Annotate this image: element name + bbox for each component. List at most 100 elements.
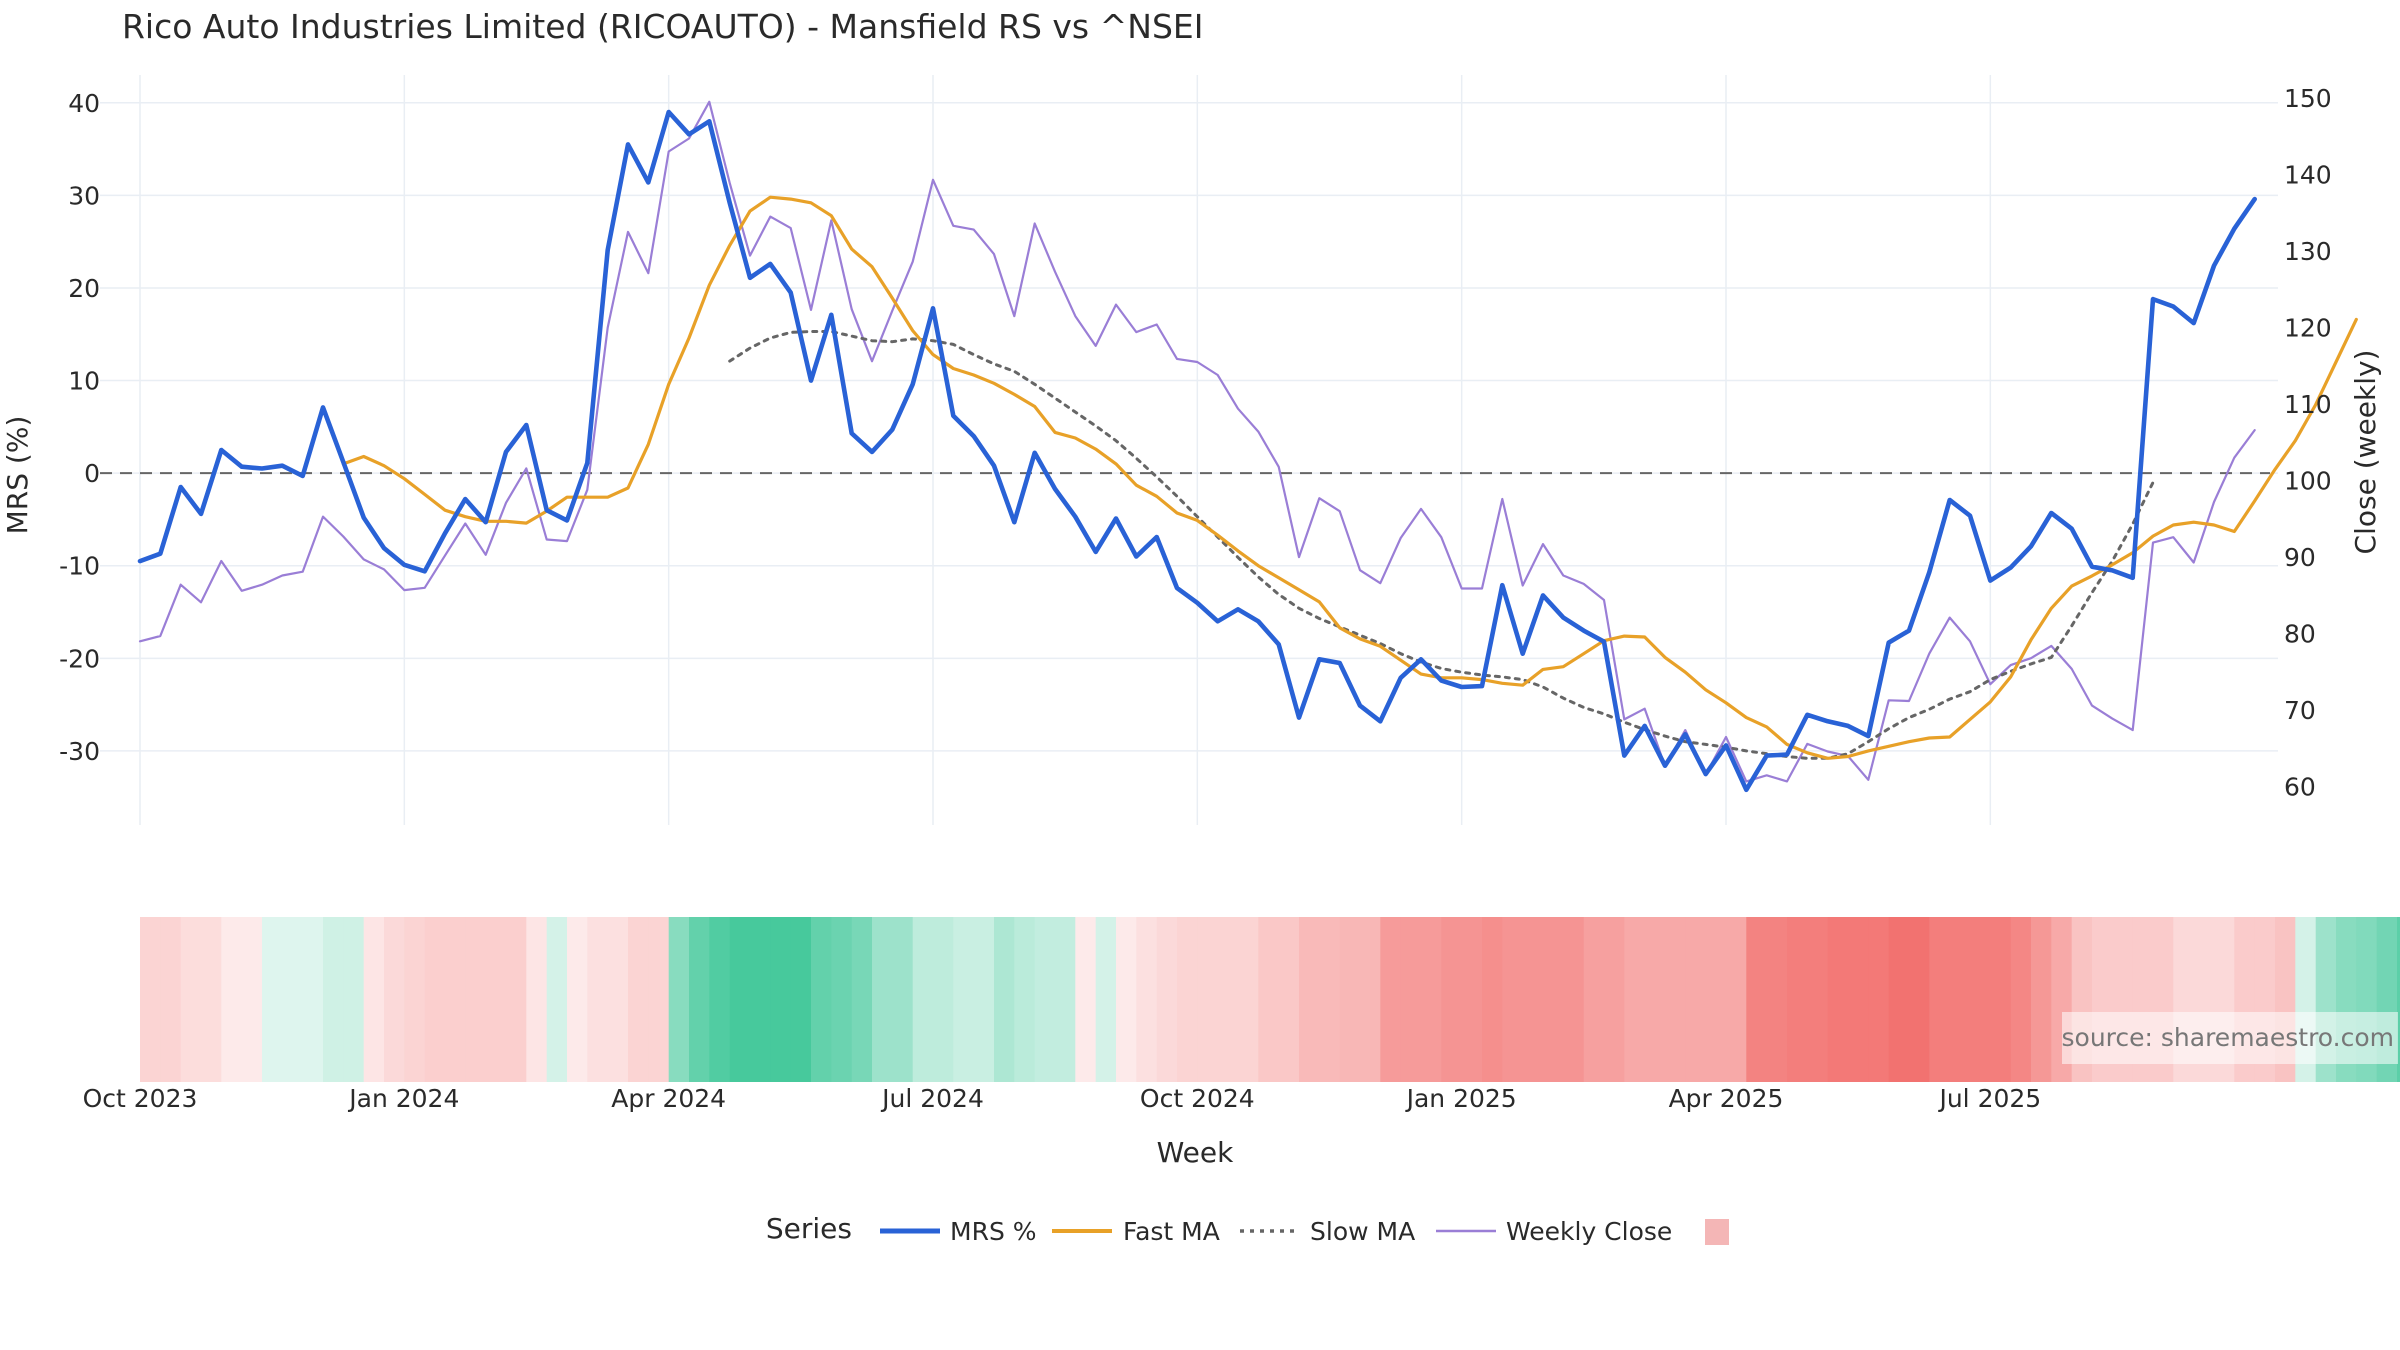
strip-cell <box>933 917 954 1082</box>
y-left-tick-label: 0 <box>84 459 100 488</box>
strip-cell <box>790 917 812 1082</box>
strip-cell <box>302 917 324 1082</box>
strip-cell <box>465 917 487 1082</box>
strip-cell <box>140 917 161 1082</box>
strip-cell <box>241 917 263 1082</box>
x-tick-label: Jul 2025 <box>1937 1084 2041 1113</box>
strip-cell <box>1827 917 1849 1082</box>
strip-cell <box>1400 917 1422 1082</box>
legend-swatch-strip <box>1705 1219 1729 1245</box>
strip-cell <box>485 917 507 1082</box>
strip-cell <box>1502 917 1524 1082</box>
strip-cell <box>587 917 609 1082</box>
strip-cell <box>1949 917 1971 1082</box>
strip-cell <box>445 917 466 1082</box>
strip-cell <box>1461 917 1483 1082</box>
y-right-tick-label: 70 <box>2284 696 2316 725</box>
legend-title: Series <box>766 1212 852 1245</box>
strip-cell <box>1360 917 1381 1082</box>
strip-cell <box>892 917 914 1082</box>
chart-title: Rico Auto Industries Limited (RICOAUTO) … <box>122 7 1203 46</box>
strip-cell <box>811 917 832 1082</box>
legend-label-fast-ma: Fast MA <box>1123 1217 1220 1246</box>
strip-cell <box>628 917 649 1082</box>
strip-cell <box>201 917 222 1082</box>
strip-cell <box>1929 917 1951 1082</box>
strip-cell <box>1624 917 1646 1082</box>
y-left-tick-label: -30 <box>59 737 100 766</box>
legend-label-slow-ma: Slow MA <box>1310 1217 1415 1246</box>
source-annotation: source: sharemaestro.com <box>2062 1023 2395 1052</box>
x-axis: Oct 2023 Jan 2024 Apr 2024 Jul 2024 Oct 2024… <box>83 1084 2042 1113</box>
strip-cell <box>831 917 853 1082</box>
strip-cell <box>160 917 182 1082</box>
strip-cell <box>1299 917 1320 1082</box>
strip-cell <box>1197 917 1219 1082</box>
strip-cell <box>1116 917 1137 1082</box>
strip-cell <box>221 917 243 1082</box>
x-tick-label: Oct 2024 <box>1140 1084 1255 1113</box>
strip-cell <box>1136 917 1158 1082</box>
series-mrs-line <box>137 109 2257 793</box>
strip-cell <box>1258 917 1280 1082</box>
series-slow-ma-line <box>728 330 2155 760</box>
strip-cell <box>770 917 792 1082</box>
strip-cell <box>404 917 426 1082</box>
y-left-tick-label: 20 <box>68 274 100 303</box>
series-fast-ma-line <box>341 195 2358 760</box>
strip-cell <box>384 917 405 1082</box>
strip-cell <box>689 917 710 1082</box>
strip-cell <box>1034 917 1056 1082</box>
y-left-tick-label: 10 <box>68 367 100 396</box>
strip-cell <box>1563 917 1585 1082</box>
source-annotation-bg <box>2062 1012 2398 1064</box>
strip-cell <box>2031 917 2052 1082</box>
y-left-tick-label: -20 <box>59 644 100 673</box>
strip-cell <box>180 917 202 1082</box>
y-left-tick-label: -10 <box>59 552 100 581</box>
y-left-tick-label: 40 <box>68 89 100 118</box>
strip-cell <box>1685 917 1707 1082</box>
strip-cell <box>1055 917 1076 1082</box>
y-right-tick-label: 80 <box>2284 620 2316 649</box>
strip-cell <box>1604 917 1625 1082</box>
strip-cell <box>1156 917 1178 1082</box>
strip-cell <box>1583 917 1605 1082</box>
strip-cell <box>1543 917 1564 1082</box>
strip-cell <box>1644 917 1666 1082</box>
strip-cell <box>1339 917 1361 1082</box>
strip-cell <box>953 917 975 1082</box>
legend-label-mrs: MRS % <box>950 1217 1037 1246</box>
strip-cell <box>567 917 588 1082</box>
strip-cell <box>1705 917 1727 1082</box>
strip-cell <box>1909 917 1930 1082</box>
strip-cell <box>1319 917 1341 1082</box>
y-right-tick-label: 110 <box>2284 390 2332 419</box>
strip-cell <box>1665 917 1686 1082</box>
strip-cell <box>262 917 283 1082</box>
strip-cell <box>1888 917 1910 1082</box>
strip-cell <box>1482 917 1503 1082</box>
y-axis-right-title: Close (weekly) <box>2349 350 2382 555</box>
right-axis: 150 140 130 120 110 100 90 80 70 60 <box>2284 84 2332 802</box>
y-right-tick-label: 100 <box>2284 467 2332 496</box>
x-tick-label: Apr 2024 <box>611 1084 726 1113</box>
strip-cell <box>1970 917 1991 1082</box>
strip-cell <box>1848 917 1869 1082</box>
strip-cell <box>2010 917 2032 1082</box>
x-tick-label: Apr 2025 <box>1669 1084 1784 1113</box>
y-right-tick-label: 140 <box>2284 160 2332 189</box>
strip-cell <box>1095 917 1117 1082</box>
strip-cell <box>1726 917 1747 1082</box>
strip-cell <box>1766 917 1788 1082</box>
strip-cell <box>1522 917 1544 1082</box>
series-layer <box>137 100 2358 793</box>
strip-cell <box>973 917 995 1082</box>
strip-cell <box>1787 917 1808 1082</box>
strip-cell <box>363 917 385 1082</box>
strip-cell <box>750 917 771 1082</box>
y-right-tick-label: 120 <box>2284 314 2332 343</box>
x-tick-label: Oct 2023 <box>83 1084 198 1113</box>
x-tick-label: Jan 2024 <box>347 1084 459 1113</box>
